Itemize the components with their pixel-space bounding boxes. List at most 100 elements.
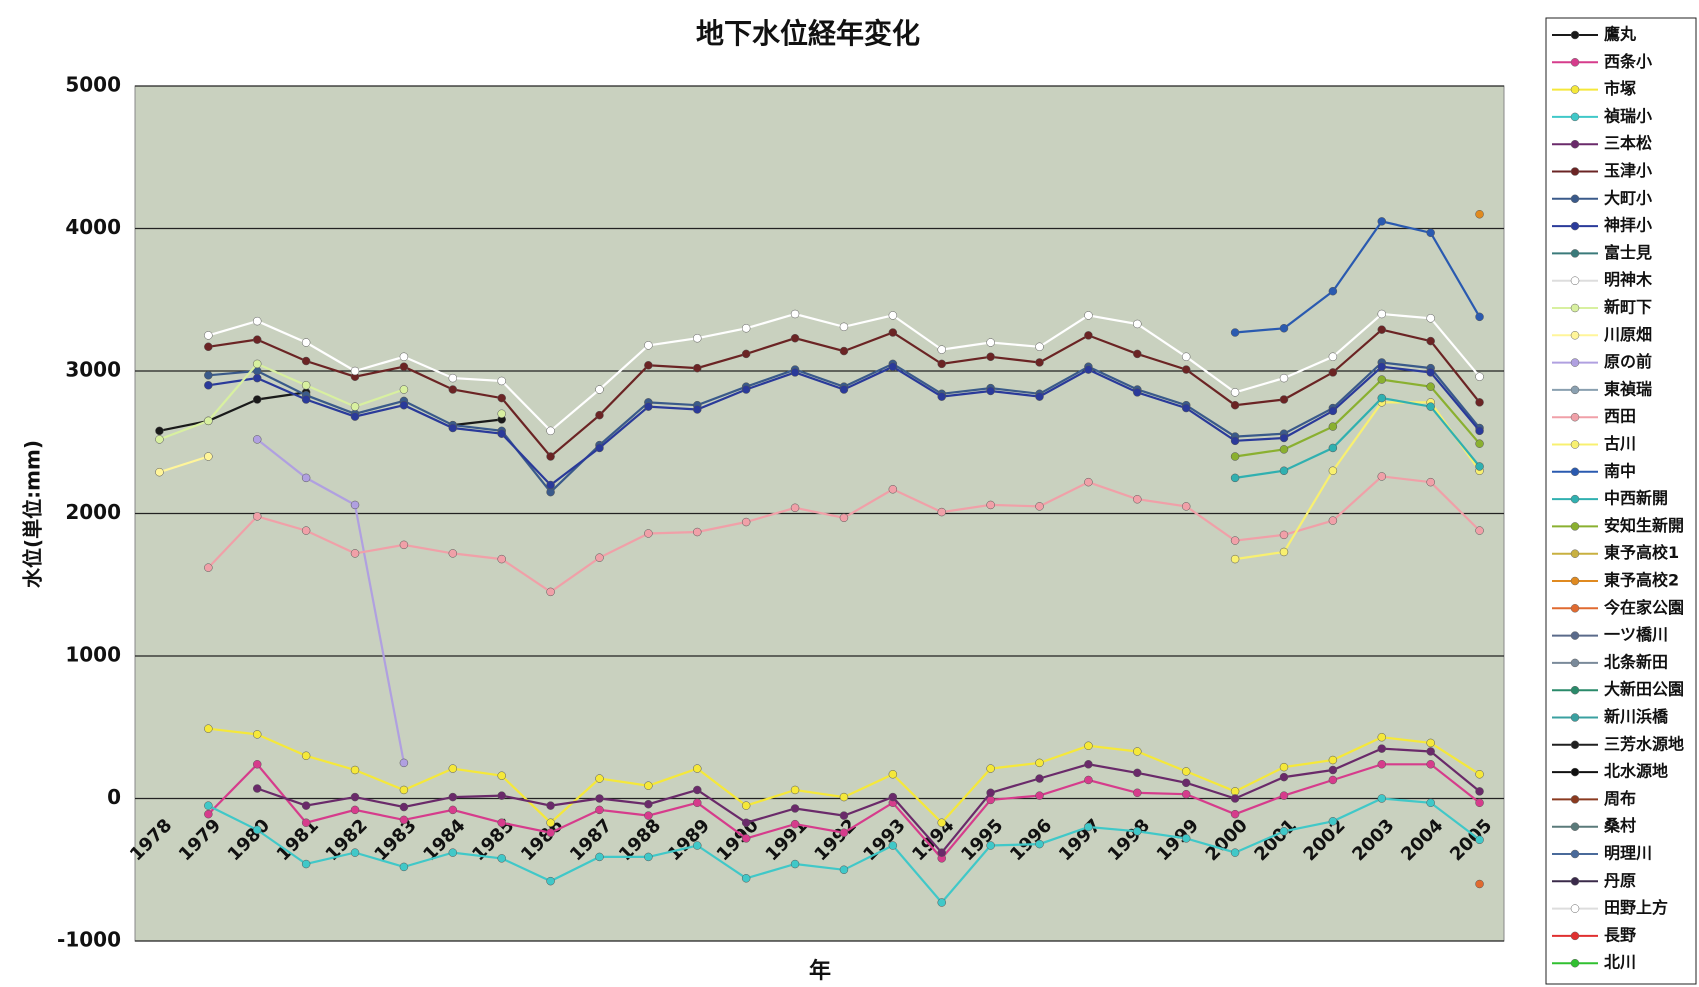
data-point (301, 801, 311, 810)
legend-marker (1570, 440, 1580, 449)
data-point (644, 341, 653, 350)
legend-label: 川原畑 (1603, 325, 1652, 344)
data-point (986, 841, 995, 850)
data-point (1377, 472, 1387, 481)
data-point (252, 730, 262, 739)
legend-label: 長野 (1604, 925, 1636, 944)
data-point (497, 376, 506, 386)
data-point (350, 549, 360, 558)
data-point (1230, 554, 1240, 564)
data-point (839, 322, 849, 332)
y-tick-label: 3000 (65, 358, 121, 382)
data-point (301, 818, 311, 827)
data-point (1230, 848, 1240, 857)
data-point (937, 359, 946, 369)
y-tick-label: 2000 (65, 500, 121, 524)
data-point (1426, 798, 1435, 808)
legend-label: 安知生新開 (1604, 516, 1684, 535)
data-point (1035, 774, 1044, 783)
data-point (888, 311, 898, 320)
data-point (1279, 466, 1289, 475)
data-point (839, 346, 849, 356)
legend-marker (1570, 849, 1580, 859)
data-point (1328, 516, 1338, 525)
data-point (790, 859, 800, 869)
data-point (1426, 402, 1435, 411)
data-point (448, 848, 458, 857)
data-point (790, 309, 800, 319)
data-point (790, 503, 800, 513)
data-point (448, 792, 458, 802)
data-point (497, 791, 506, 800)
data-point (986, 352, 995, 361)
data-point (1475, 439, 1484, 448)
data-point (448, 423, 458, 433)
data-point (937, 392, 946, 401)
data-point (1328, 817, 1338, 826)
data-point (1279, 373, 1289, 383)
data-point (399, 802, 409, 812)
y-axis-title: 水位(単位:mm) (21, 440, 45, 588)
data-point (1279, 433, 1289, 443)
data-point (693, 841, 702, 850)
data-point (350, 765, 360, 775)
data-point (350, 500, 360, 510)
data-point (1181, 789, 1191, 799)
legend-label: 市塚 (1604, 79, 1636, 98)
data-point (595, 385, 604, 394)
data-point (1475, 787, 1484, 796)
data-point (204, 381, 213, 390)
data-point (741, 517, 751, 527)
data-point (546, 452, 555, 461)
data-point (595, 852, 604, 862)
data-point (1035, 791, 1044, 800)
data-point (155, 467, 164, 477)
data-point (301, 751, 311, 760)
data-point (595, 774, 604, 783)
data-point (448, 549, 458, 558)
legend-label: 鷹丸 (1604, 25, 1637, 44)
data-point (644, 852, 653, 862)
legend-marker (1570, 576, 1580, 586)
data-point (644, 361, 653, 370)
data-point (546, 876, 555, 886)
data-point (1133, 827, 1142, 836)
data-point (301, 859, 311, 869)
legend-label: 禎瑞小 (1604, 106, 1652, 125)
series-line (1234, 401, 1481, 561)
legend-label: 丹原 (1604, 871, 1636, 890)
data-point (301, 356, 311, 366)
data-point (497, 771, 506, 780)
data-point (1230, 328, 1240, 337)
data-point (595, 443, 604, 453)
y-tick-label: 5000 (65, 73, 121, 97)
data-point (1328, 755, 1338, 765)
y-tick-label: 0 (107, 785, 121, 809)
data-point (1475, 879, 1484, 889)
data-point (1377, 744, 1387, 753)
data-point (204, 563, 213, 572)
data-point (301, 473, 311, 483)
data-point (693, 764, 702, 773)
legend-marker (1570, 30, 1580, 40)
data-point (1279, 324, 1289, 333)
data-point (790, 368, 800, 377)
data-point (1181, 502, 1191, 511)
legend-marker (1570, 904, 1580, 913)
legend-marker (1570, 767, 1580, 777)
legend-marker (1570, 931, 1580, 941)
legend-label: 新川浜橋 (1604, 707, 1669, 726)
data-point (1328, 466, 1338, 475)
legend-label: 今在家公園 (1603, 598, 1684, 617)
legend-marker (1570, 522, 1580, 531)
data-point (252, 512, 262, 521)
data-point (399, 400, 409, 410)
data-point (1328, 422, 1338, 431)
data-point (1377, 393, 1387, 403)
data-point (1475, 798, 1484, 808)
data-point (741, 834, 751, 843)
legend-marker (1570, 249, 1580, 258)
data-point (1426, 477, 1435, 487)
data-point (1279, 772, 1289, 782)
data-point (1133, 319, 1142, 329)
